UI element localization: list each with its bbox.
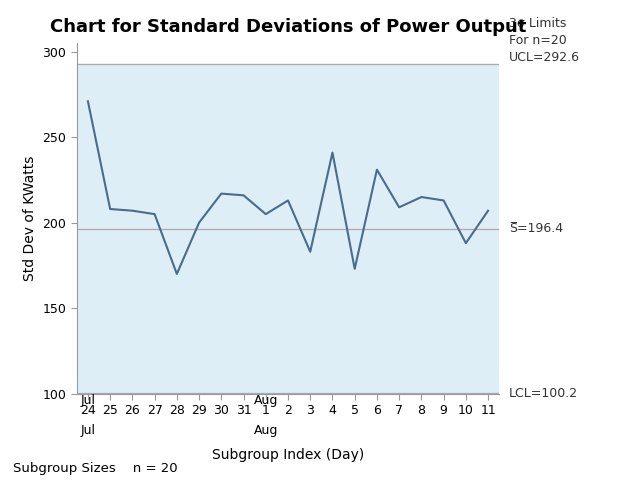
- Bar: [77, 64, 499, 393]
- Text: Aug: Aug: [253, 394, 278, 407]
- Text: Subgroup Sizes    n = 20: Subgroup Sizes n = 20: [13, 462, 177, 475]
- Text: S̅=196.4: S̅=196.4: [509, 222, 563, 235]
- Text: Aug: Aug: [253, 424, 278, 437]
- Title: Chart for Standard Deviations of Power Output: Chart for Standard Deviations of Power O…: [50, 18, 526, 36]
- X-axis label: Subgroup Index (Day): Subgroup Index (Day): [212, 447, 364, 462]
- Text: LCL=100.2: LCL=100.2: [509, 387, 578, 400]
- Text: Jul: Jul: [81, 424, 95, 437]
- Y-axis label: Std Dev of KWatts: Std Dev of KWatts: [23, 156, 37, 281]
- Text: 3σ Limits
For n=20
UCL=292.6: 3σ Limits For n=20 UCL=292.6: [509, 17, 580, 64]
- Text: Jul: Jul: [81, 394, 95, 407]
